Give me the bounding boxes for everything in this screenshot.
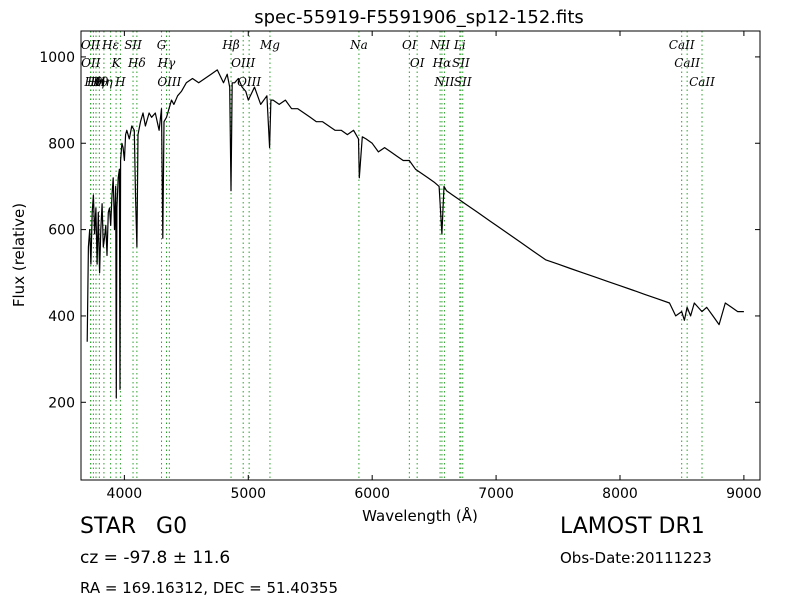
marker-label: G [157,38,167,52]
spectrum-line [86,69,744,399]
marker-label: OII [81,56,101,70]
marker-label: SII [454,75,472,89]
y-tick-label: 400 [48,309,75,325]
marker-label: OIII [157,75,181,89]
marker-label: OI [410,56,425,70]
marker-label: CaII [669,38,695,52]
marker-label: SII [124,38,142,52]
plot-frame [80,30,761,481]
marker-label: Hθ [84,75,103,89]
marker-label: OI [402,38,417,52]
marker-label: OIII [237,75,261,89]
coordinates: RA = 169.16312, DEC = 51.40355 [80,579,339,597]
marker-label: Hγ [157,56,176,70]
y-tick-label: 600 [48,223,75,239]
y-tick-label: 200 [48,395,75,411]
marker-label: CaII [674,56,700,70]
y-axis-label: Flux (relative) [10,203,28,307]
marker-label: Hη [86,75,105,89]
marker-label: Mg [259,38,280,52]
y-tick-label: 800 [48,136,75,152]
y-tick-label: 1000 [39,50,75,66]
marker-label: Hβ [221,38,239,52]
marker-label: Hδ [127,56,146,70]
redshift-value: cz = -97.8 ± 11.6 [80,548,231,568]
marker-label: Hη [94,75,113,89]
x-tick-label: 7000 [478,486,514,502]
marker-label: SII [452,56,470,70]
x-tick-label: 4000 [107,486,143,502]
marker-label: Hθ [89,75,108,89]
marker-label: K [111,56,122,70]
marker-label: Li [453,38,466,52]
marker-label: Hα [432,56,452,70]
marker-label: OIII [231,56,255,70]
spectral-line-markers [90,31,703,480]
marker-label: CaII [689,75,715,89]
subclass-label: G0 [156,514,188,539]
marker-label: H [114,75,126,89]
marker-label: Na [349,38,368,52]
marker-label: NII [433,75,454,89]
x-tick-label: 8000 [602,486,638,502]
object-class: STAR G0 [80,514,187,539]
chart-title: spec-55919-F5591906_sp12-152.fits [254,7,584,28]
axis-ticks: 4000 5000 6000 7000 8000 9000 200 400 600 800 1000 [39,31,762,502]
marker-label: NII [429,38,450,52]
marker-label: OII [81,38,101,52]
survey-name: LAMOST DR1 [560,514,705,539]
class-label: STAR [80,514,137,539]
x-axis-label: Wavelength (Å) [362,506,478,525]
marker-label: Hε [101,38,119,52]
x-tick-label: 6000 [354,486,390,502]
observation-date: Obs-Date:20111223 [560,549,712,567]
x-tick-label: 5000 [230,486,266,502]
x-tick-label: 9000 [726,486,762,502]
